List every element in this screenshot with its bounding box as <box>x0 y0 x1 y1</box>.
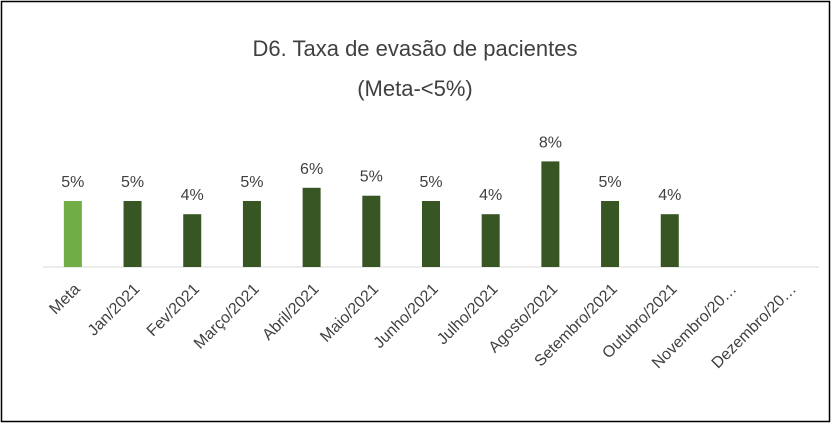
bar <box>422 201 440 267</box>
data-label: 5% <box>599 174 622 191</box>
chart-subtitle: (Meta-<5%) <box>357 76 473 101</box>
bar <box>481 214 500 267</box>
bar <box>183 214 202 267</box>
data-label: 5% <box>240 174 263 191</box>
bar <box>541 161 560 267</box>
data-label: 4% <box>658 187 681 204</box>
data-label: 4% <box>181 187 204 204</box>
bar <box>63 201 82 267</box>
data-label: 5% <box>121 174 144 191</box>
bar <box>123 201 142 267</box>
bar <box>660 214 679 267</box>
bar <box>302 187 321 267</box>
bar <box>601 201 620 267</box>
data-label: 8% <box>539 134 562 151</box>
data-label: 5% <box>61 174 84 191</box>
data-label: 6% <box>300 161 323 178</box>
data-label: 5% <box>419 174 442 191</box>
data-label: 4% <box>479 187 502 204</box>
bar <box>362 195 381 267</box>
data-label: 5% <box>360 169 383 186</box>
chart-title: D6. Taxa de evasão de pacientes <box>253 36 578 61</box>
bar <box>242 201 261 267</box>
